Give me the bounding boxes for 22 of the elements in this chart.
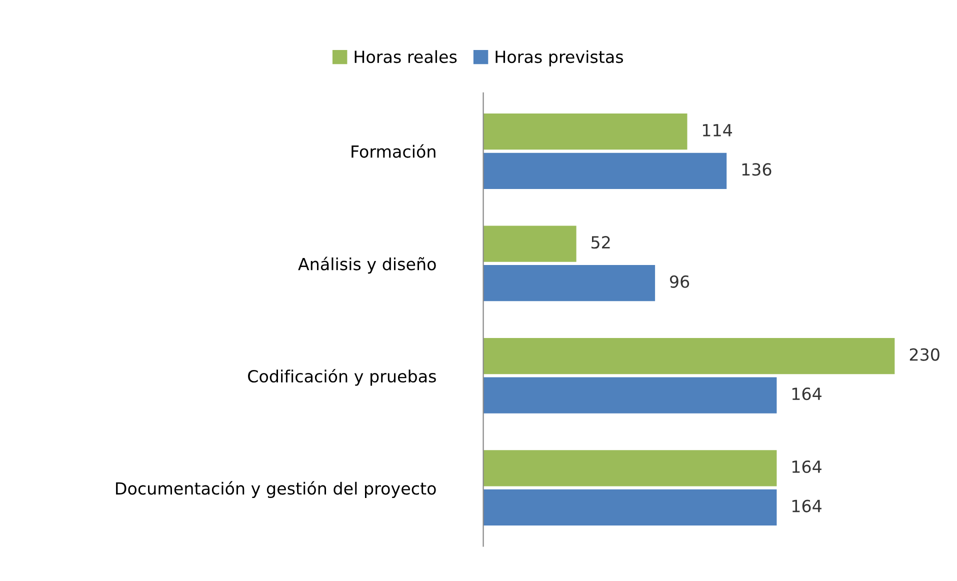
bar [483, 152, 727, 189]
data-label: 164 [792, 388, 822, 400]
data-label: 164 [792, 500, 822, 512]
legend-label: Horas previstas [496, 50, 624, 66]
bar [483, 114, 688, 150]
y-tick-label: Codificación y pruebas [248, 368, 436, 386]
bar [483, 226, 576, 262]
bar [483, 377, 777, 414]
bar [483, 265, 656, 302]
bar [483, 450, 777, 486]
bar [483, 338, 895, 374]
data-label: 136 [742, 163, 772, 176]
legend-label: Horas reales [354, 50, 457, 64]
data-label: 230 [910, 348, 940, 361]
bar [483, 489, 777, 526]
data-label: 96 [670, 275, 690, 288]
data-label: 114 [702, 124, 732, 136]
data-label: 164 [792, 460, 822, 474]
y-tick-label: Documentación y gestión del proyecto [116, 481, 436, 498]
data-label: 52 [591, 236, 610, 249]
y-tick-label: Análisis y diseño [298, 256, 436, 274]
y-tick-label: Formación [352, 144, 436, 158]
